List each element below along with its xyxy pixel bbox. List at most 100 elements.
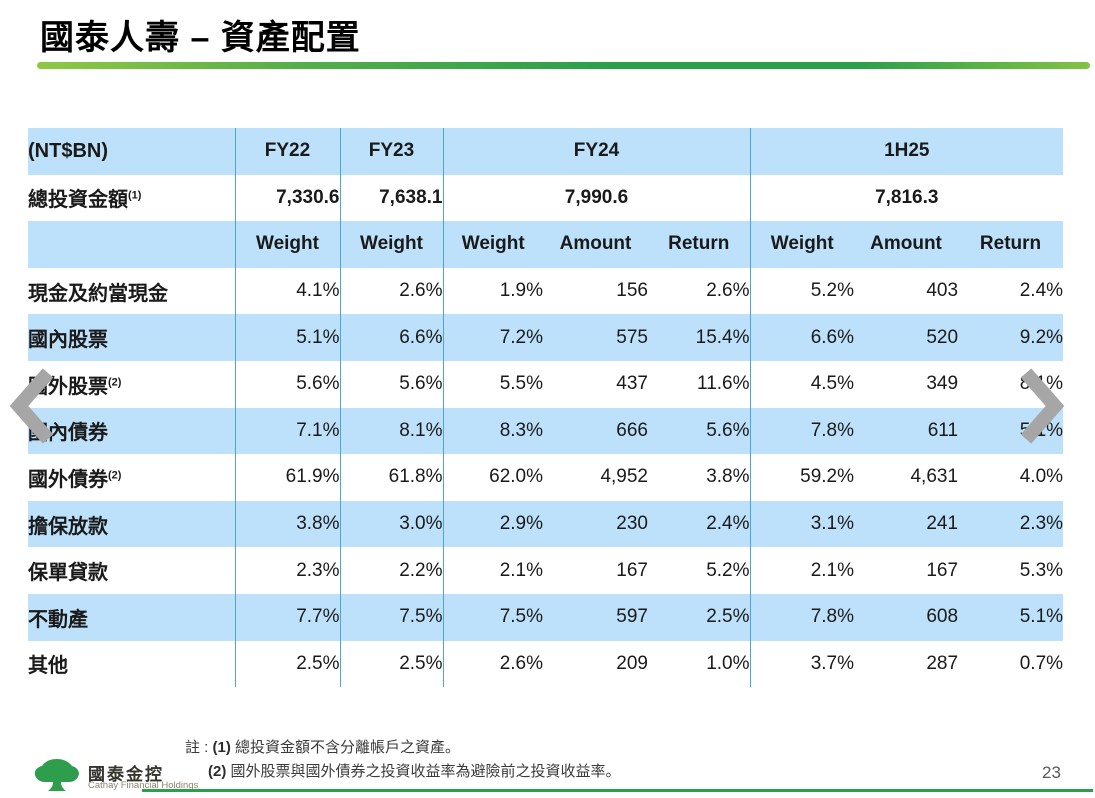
cell-fy24-amount: 575: [616, 326, 648, 348]
period-header-row: (NT$BN) FY22 FY23 FY24 1H25: [28, 128, 1064, 175]
asset-category-label: 國外股票(2): [28, 360, 236, 408]
cell-fy23-weight: 6.6%: [340, 314, 444, 361]
col-header-fy22: FY22: [235, 128, 341, 175]
cell-fy24-return: 2.6%: [648, 267, 751, 315]
col-header-fy23: FY23: [340, 128, 444, 175]
cell-h125-amount: 287: [926, 652, 959, 674]
cell-fy24-amount: 597: [616, 606, 648, 628]
cell-fy24-return: 2.5%: [648, 593, 751, 641]
cell-h125-amount: 4,631: [910, 466, 959, 488]
table-row: 其他 2.5% 2.5% 2.6% 209 1.0% 3.7% 287 0.7%: [28, 640, 1064, 688]
asset-category-label: 擔保放款: [28, 500, 236, 548]
cell-fy24-amount: 209: [616, 652, 648, 674]
unit-label: (NT$BN): [28, 128, 236, 175]
cell-fy23-weight: 2.6%: [340, 267, 444, 315]
cell-fy24-amount: 666: [616, 419, 648, 441]
cell-fy24-return: 3.8%: [648, 454, 751, 501]
table-row: 保單貸款 2.3% 2.2% 2.1% 167 5.2% 2.1% 167 5.3%: [28, 547, 1063, 594]
fy24-weight-header: Weight: [461, 233, 525, 255]
fy24-return-header: Return: [648, 221, 751, 268]
footnote-ref: (2): [108, 469, 122, 482]
cell-h125-return: 0.7%: [1019, 652, 1064, 674]
footnote-1: 註 : (1) 總投資金額不含分離帳戶之資產。: [185, 739, 461, 756]
cell-h125-weight: 7.8%: [810, 606, 855, 628]
cell-fy24-weight: 1.9%: [499, 280, 543, 302]
asset-category-label: 國內債券: [28, 407, 236, 455]
cell-fy22-weight: 61.9%: [235, 454, 341, 501]
footnote-ref-1: (1): [128, 189, 142, 202]
fy23-weight-header: Weight: [340, 221, 444, 268]
asset-category-label: 保單貸款: [28, 547, 236, 594]
total-fy22: 7,330.6: [235, 174, 341, 222]
cell-fy24-return: 1.0%: [648, 640, 751, 688]
cell-fy22-weight: 7.7%: [235, 593, 341, 641]
cell-h125-weight: 3.1%: [810, 513, 855, 535]
1h25-return-header: Return: [979, 233, 1042, 255]
cell-h125-amount: 167: [926, 559, 959, 581]
cell-fy22-weight: 5.6%: [235, 360, 341, 408]
cell-fy24-weight: 7.2%: [499, 326, 543, 348]
asset-category-label: 不動產: [28, 593, 236, 641]
chevron-right-icon: [1020, 368, 1065, 444]
cell-fy24-weight: 8.3%: [499, 419, 543, 441]
cell-fy22-weight: 7.1%: [235, 407, 341, 455]
footnote-2: (2) 國外股票與國外債券之投資收益率為避險前之投資收益率。: [208, 763, 621, 780]
cell-fy24-weight: 5.5%: [499, 373, 543, 395]
cell-h125-amount: 403: [926, 280, 959, 302]
asset-category-label: 國外債券(2): [28, 454, 236, 501]
asset-category-label: 國內股票: [28, 314, 236, 361]
note-prefix: 註 :: [185, 739, 209, 756]
cell-fy24-amount: 230: [616, 513, 648, 535]
cathay-tree-logo-icon: [34, 759, 79, 791]
cell-h125-return: 5.3%: [1019, 559, 1064, 581]
cell-fy24-return: 5.6%: [648, 407, 751, 455]
cell-fy24-return: 5.2%: [648, 547, 751, 594]
page-title: 國泰人壽 – 資產配置: [40, 19, 361, 57]
cell-fy23-weight: 3.0%: [340, 500, 444, 548]
cell-fy22-weight: 2.3%: [235, 547, 341, 594]
next-slide-button[interactable]: [1016, 366, 1068, 446]
cell-fy24-weight: 2.9%: [499, 513, 543, 535]
cell-fy23-weight: 2.2%: [340, 547, 444, 594]
table-row: 國內債券 7.1% 8.1% 8.3% 666 5.6% 7.8% 611 5.1%: [28, 407, 1064, 455]
table-row: 國外股票(2) 5.6% 5.6% 5.5% 437 11.6% 4.5% 349 8.1%: [28, 360, 1063, 408]
footnote-ref: (2): [108, 376, 122, 389]
asset-category-label: 現金及約當現金: [28, 267, 236, 315]
cell-h125-return: 9.2%: [1019, 326, 1064, 348]
cell-fy24-amount: 167: [616, 559, 648, 581]
metric-header-row: Weight Weight Weight Amount Return Weigh…: [28, 221, 1064, 268]
cell-fy24-amount: 4,952: [600, 466, 648, 488]
cell-fy23-weight: 8.1%: [340, 407, 444, 455]
cell-fy22-weight: 4.1%: [235, 267, 341, 315]
title-underline: [37, 62, 1090, 69]
footnotes: 註 : (1) 總投資金額不含分離帳戶之資產。 (2) 國外股票與國外債券之投資…: [185, 736, 621, 784]
cell-fy24-amount: 437: [616, 373, 648, 395]
fy22-weight-header: Weight: [235, 221, 341, 268]
cell-h125-amount: 608: [926, 606, 959, 628]
table-row: 擔保放款 3.8% 3.0% 2.9% 230 2.4% 3.1% 241 2.3%: [28, 500, 1064, 548]
cell-h125-weight: 7.8%: [810, 419, 855, 441]
total-fy23: 7,638.1: [340, 174, 444, 222]
cell-fy24-weight: 7.5%: [499, 606, 543, 628]
table-row: 現金及約當現金 4.1% 2.6% 1.9% 156 2.6% 5.2% 403 2.4%: [28, 267, 1063, 315]
cell-fy23-weight: 61.8%: [340, 454, 444, 501]
cell-h125-return: 2.3%: [1019, 513, 1064, 535]
total-fy24: 7,990.6: [443, 174, 751, 222]
cell-fy22-weight: 2.5%: [235, 640, 341, 688]
cell-h125-weight: 59.2%: [800, 466, 855, 488]
table-row: 國內股票 5.1% 6.6% 7.2% 575 15.4% 6.6% 520 9.2%: [28, 314, 1064, 361]
cell-h125-return: 5.1%: [1019, 606, 1064, 628]
cell-fy24-return: 2.4%: [648, 500, 751, 548]
cell-h125-weight: 6.6%: [810, 326, 855, 348]
cell-fy22-weight: 5.1%: [235, 314, 341, 361]
chevron-left-icon: [9, 368, 54, 444]
page-number: 23: [1042, 763, 1061, 782]
cell-h125-weight: 5.2%: [810, 280, 855, 302]
cell-h125-amount: 241: [926, 513, 959, 535]
cell-fy22-weight: 3.8%: [235, 500, 341, 548]
previous-slide-button[interactable]: [6, 366, 58, 446]
logo-company-name-en: Cathay Financial Holdings: [88, 780, 199, 791]
total-investment-row: 總投資金額(1) 7,330.6 7,638.1 7,990.6 7,816.3: [28, 174, 1063, 222]
logo-company-name-zh: 國泰金控: [88, 765, 164, 784]
